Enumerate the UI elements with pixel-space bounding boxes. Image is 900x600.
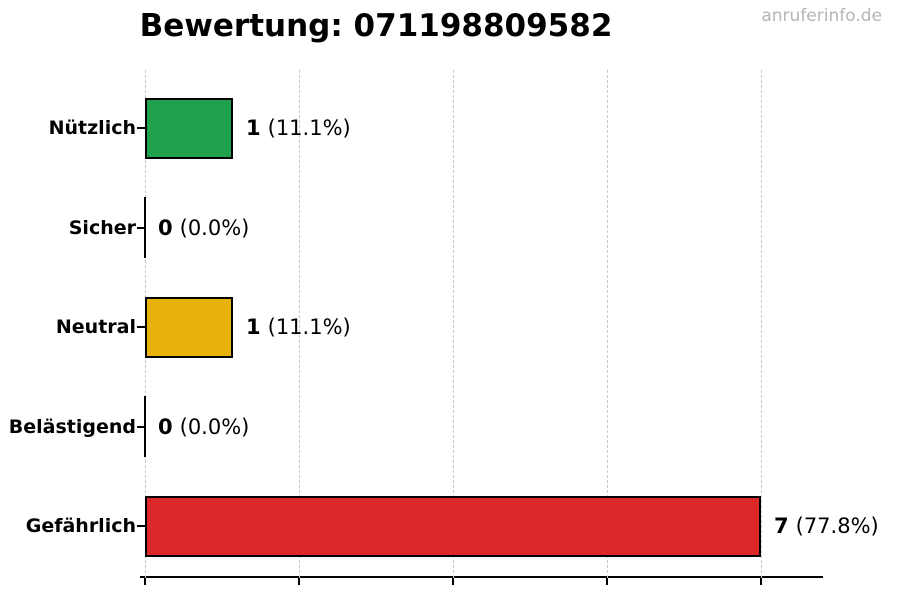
category-label: Neutral [55, 316, 136, 338]
x-axis-line [140, 576, 823, 578]
watermark-text: anruferinfo.de [761, 6, 882, 26]
value-percent: (11.1%) [267, 116, 351, 140]
value-count: 1 [246, 315, 261, 339]
value-label: 7 (77.8%) [774, 512, 879, 540]
chart-title: Bewertung: 071198809582 [139, 8, 613, 44]
value-label: 1 (11.1%) [246, 114, 351, 142]
value-percent: (11.1%) [267, 315, 351, 339]
category-label: Sicher [68, 216, 136, 239]
category-label: Gefährlich [25, 515, 136, 537]
y-axis-tick [137, 326, 145, 328]
vertical-gridline [760, 70, 762, 578]
value-label: 0 (0.0%) [158, 214, 249, 242]
category-label: Nützlich [48, 117, 136, 139]
value-count: 0 [158, 215, 173, 240]
category-label: Belästigend [8, 415, 136, 438]
bar-0 [145, 97, 233, 159]
y-axis-tick [137, 127, 145, 129]
bar-4 [145, 495, 761, 557]
value-percent: (77.8%) [795, 514, 879, 538]
value-count: 0 [158, 414, 173, 439]
value-percent: (0.0%) [179, 215, 250, 240]
value-label: 0 (0.0%) [158, 413, 249, 441]
x-axis-tick [760, 578, 762, 585]
y-axis-tick [137, 226, 145, 229]
x-axis-tick [452, 578, 454, 585]
y-axis-tick [137, 425, 145, 428]
zero-bar-3 [144, 396, 146, 457]
value-count: 7 [774, 514, 789, 538]
bar-2 [145, 296, 233, 358]
value-percent: (0.0%) [179, 414, 250, 439]
zero-bar-1 [144, 197, 146, 258]
x-axis-tick [144, 578, 146, 585]
vertical-gridline [606, 70, 608, 578]
vertical-gridline [298, 70, 300, 578]
value-label: 1 (11.1%) [246, 313, 351, 341]
x-axis-tick [606, 578, 608, 585]
value-count: 1 [246, 116, 261, 140]
y-axis-tick [137, 525, 145, 527]
x-axis-tick [298, 578, 300, 585]
vertical-gridline [452, 70, 454, 578]
